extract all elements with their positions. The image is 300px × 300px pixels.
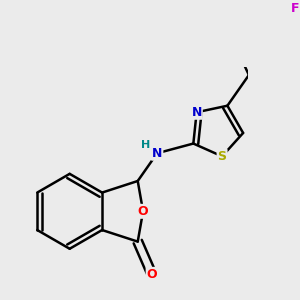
Text: O: O [138,205,148,218]
Text: N: N [191,106,202,119]
Text: S: S [218,150,226,163]
Text: F: F [291,2,300,15]
Text: O: O [147,268,157,281]
Text: N: N [152,147,162,160]
Text: H: H [141,140,150,150]
